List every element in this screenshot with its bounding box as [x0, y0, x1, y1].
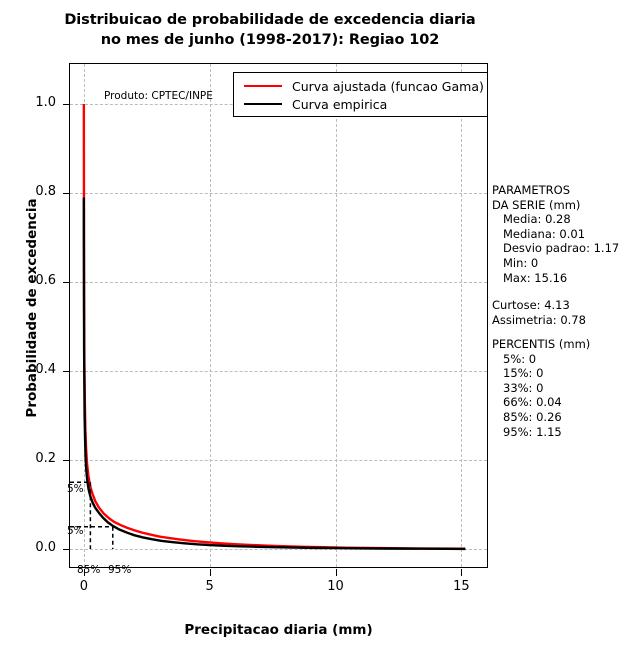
ytick-label-1.0: 1.0 [35, 95, 56, 111]
plot-canvas [70, 64, 487, 567]
legend: Curva ajustada (funcao Gama) Curva empir… [233, 72, 488, 117]
ytick-0.6 [63, 282, 70, 284]
gridline-y-0.2 [70, 460, 487, 461]
xtick-0 [83, 569, 85, 576]
percentile-15: 15%: 0 [503, 366, 544, 381]
moment-assimetria: Assimetria: 0.78 [492, 312, 586, 327]
ytick-label-0.4: 0.4 [35, 362, 56, 377]
empirical-curve [82, 197, 466, 551]
parameters-heading-1: PARAMETROS [492, 183, 571, 197]
gridline-y-0.6 [70, 282, 487, 284]
ytick-label-0.0: 0.0 [35, 539, 56, 555]
xtick-15 [461, 569, 463, 576]
parameter-mediana: Mediana: 0.01 [503, 226, 586, 241]
percentile-66: 66%: 0.04 [503, 395, 562, 410]
gridline-y-0.4 [70, 371, 487, 372]
parameter-media: Media: 0.28 [503, 212, 571, 227]
gridline-x-15 [461, 64, 463, 567]
percentile-33: 33%: 0 [503, 380, 544, 395]
moments-block: Curtose: 4.13 Assimetria: 0.78 [492, 298, 586, 327]
percentile-leader-lines [70, 481, 114, 549]
legend-item-empirical: Curva empirica [234, 95, 487, 113]
parameters-heading-2: DA SERIE (mm) [492, 197, 581, 212]
percentile-5: 5%: 0 [503, 351, 537, 366]
xtick-10 [335, 569, 337, 576]
legend-item-fitted: Curva ajustada (funcao Gama) [234, 77, 487, 95]
parameters-block: PARAMETROS DA SERIE (mm) Media: 0.28 Med… [492, 183, 619, 285]
xtick-label-5: 5 [205, 579, 214, 594]
legend-swatch-empirical [244, 103, 282, 105]
page-title-line2: no mes de junho (1998-2017): Regiao 102 [100, 32, 440, 48]
parameter-min: Min: 0 [503, 255, 539, 270]
percentile-95: 95%: 1.15 [503, 424, 562, 439]
annotation-y-lower: 5% [67, 525, 84, 537]
ytick-0.8 [63, 193, 70, 195]
percentiles-heading: PERCENTIS (mm) [492, 337, 591, 351]
parameter-max: Max: 15.16 [503, 270, 568, 285]
exceedance-curves [70, 104, 466, 551]
page-title-line1: Distribuicao de probabilidade de exceden… [64, 12, 476, 28]
plot-area: 0 5 10 15 0.0 0.2 0.4 0.6 0.8 1.0 5% 5% … [35, 63, 488, 594]
gridline-y-0.0 [70, 548, 487, 550]
xtick-label-10: 10 [327, 579, 344, 594]
ytick-1.0 [63, 104, 70, 106]
annotation-x-85: 85% [77, 564, 101, 576]
ytick-label-0.6: 0.6 [35, 273, 56, 289]
ytick-label-0.8: 0.8 [35, 184, 56, 200]
page-title: Distribuicao de probabilidade de exceden… [0, 10, 540, 50]
ytick-label-0.2: 0.2 [35, 451, 56, 466]
legend-label-fitted: Curva ajustada (funcao Gama) [292, 78, 484, 94]
legend-swatch-fitted [244, 85, 282, 87]
ytick-0.0 [63, 548, 70, 550]
x-axis-title: Precipitacao diaria (mm) [184, 622, 373, 638]
legend-label-empirical: Curva empirica [292, 96, 388, 112]
annotation-x-95: 95% [108, 564, 132, 576]
xtick-label-0: 0 [79, 579, 88, 594]
y-axis-title: Probabilidade de excedencia [24, 198, 40, 418]
gridline-x-5 [209, 64, 211, 567]
percentiles-block: PERCENTIS (mm) 5%: 0 15%: 0 33%: 0 66%: … [492, 337, 590, 439]
xtick-label-15: 15 [453, 579, 470, 594]
ytick-0.2 [63, 460, 70, 461]
gridline-x-10 [335, 64, 337, 567]
percentile-85: 85%: 0.26 [503, 409, 562, 424]
ytick-0.4 [63, 371, 70, 372]
moment-curtose: Curtose: 4.13 [492, 298, 570, 312]
annotation-y-upper: 5% [67, 483, 84, 495]
fitted-gamma-curve [82, 104, 466, 550]
gridline-y-0.8 [70, 193, 487, 195]
xtick-5 [209, 569, 211, 576]
parameter-desvio: Desvio padrao: 1.17 [503, 241, 620, 256]
produto-label: Produto: CPTEC/INPE [104, 90, 213, 102]
